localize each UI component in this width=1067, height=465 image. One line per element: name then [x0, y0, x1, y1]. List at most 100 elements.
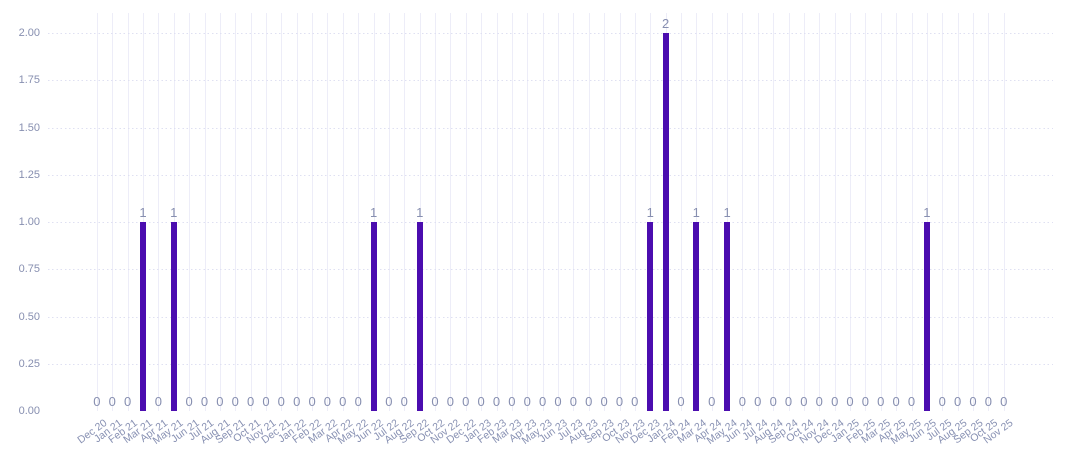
vertical-gridline	[266, 13, 267, 411]
vertical-gridline	[419, 13, 421, 411]
bar[interactable]	[923, 222, 930, 411]
bar-value-label: 1	[139, 205, 147, 220]
y-axis-tick-label: 0.25	[18, 357, 40, 370]
vertical-gridline	[911, 13, 913, 411]
bar[interactable]	[662, 33, 669, 411]
bar-value-label: 0	[185, 394, 193, 409]
bar[interactable]	[140, 222, 146, 411]
vertical-gridline	[281, 13, 283, 411]
bar-value-label: 0	[831, 394, 839, 409]
bar-value-label: 0	[293, 394, 301, 409]
vertical-gridline	[342, 13, 344, 411]
vertical-gridline	[573, 13, 575, 411]
vertical-gridline	[373, 13, 375, 411]
vertical-gridline	[527, 13, 529, 411]
vertical-gridline	[388, 13, 390, 411]
bar-value-label: 0	[938, 394, 946, 409]
bar-value-label: 0	[431, 394, 439, 409]
y-axis-tick-label: 0.50	[18, 310, 40, 323]
bar[interactable]	[170, 222, 177, 411]
bar-value-label: 0	[554, 394, 562, 409]
bar-value-label: 0	[969, 394, 977, 409]
bar-value-label: 0	[846, 394, 854, 409]
bar[interactable]	[724, 222, 731, 411]
bar-value-label: 0	[231, 394, 239, 409]
vertical-gridline	[235, 13, 237, 411]
vertical-gridline	[942, 13, 944, 411]
vertical-gridline	[619, 13, 621, 411]
horizontal-gridline	[48, 316, 1053, 318]
horizontal-gridline	[48, 80, 1053, 82]
bar-value-label: 0	[385, 394, 393, 409]
y-axis-tick-label: 2.00	[18, 27, 40, 39]
vertical-gridline	[681, 13, 682, 411]
bar-value-label: 1	[369, 205, 378, 220]
horizontal-gridline	[48, 363, 1053, 365]
horizontal-gridline	[48, 33, 1053, 34]
horizontal-gridline	[48, 222, 1053, 223]
y-axis-tick-label: 1.75	[18, 74, 40, 87]
vertical-gridline	[189, 13, 191, 411]
bar-value-label: 0	[477, 394, 485, 409]
bar-value-label: 0	[769, 394, 777, 409]
bar-value-label: 0	[492, 394, 501, 409]
vertical-gridline	[865, 13, 867, 411]
vertical-gridline	[696, 13, 698, 411]
vertical-gridline	[496, 13, 498, 411]
bar-value-label: 0	[246, 394, 255, 409]
y-axis-tick-label: 0.00	[18, 405, 40, 417]
vertical-gridline	[312, 13, 314, 411]
bar-value-label: 0	[861, 394, 869, 409]
vertical-gridline	[542, 13, 544, 411]
vertical-gridline	[650, 13, 652, 411]
y-axis-tick-label: 1.50	[18, 121, 40, 134]
bar-value-label: 0	[877, 394, 885, 409]
bar-value-label: 0	[800, 394, 808, 409]
vertical-gridline	[481, 13, 483, 411]
bar-value-label: 0	[323, 394, 331, 409]
bar[interactable]	[416, 222, 423, 411]
vertical-gridline	[173, 13, 175, 411]
bar-value-label: 0	[400, 394, 408, 409]
vertical-gridline	[742, 13, 744, 411]
vertical-gridline	[558, 13, 559, 411]
bar-value-label: 0	[308, 394, 316, 409]
bar-value-label: 1	[723, 205, 731, 220]
bar-value-label: 0	[262, 394, 270, 409]
bar-value-label: 0	[446, 394, 454, 409]
bar[interactable]	[370, 222, 377, 411]
vertical-gridline	[296, 13, 298, 411]
bar[interactable]	[647, 222, 654, 411]
bar-value-label: 0	[708, 394, 716, 409]
bar-value-label: 0	[277, 394, 285, 409]
bar[interactable]	[693, 222, 700, 411]
vertical-gridline	[588, 13, 590, 411]
vertical-gridline	[711, 13, 713, 411]
horizontal-gridline	[48, 174, 1053, 176]
vertical-gridline	[250, 13, 252, 411]
bar-value-label: 0	[523, 394, 531, 409]
y-axis-tick-label: 1.25	[18, 168, 40, 181]
bar-value-label: 0	[339, 394, 347, 409]
vertical-gridline	[204, 13, 206, 411]
vertical-gridline	[880, 13, 882, 411]
vertical-gridline	[143, 13, 144, 411]
bar-value-label: 0	[738, 394, 746, 409]
horizontal-gridline	[48, 269, 1053, 271]
bar-value-label: 0	[93, 394, 101, 409]
vertical-gridline	[727, 13, 729, 411]
vertical-gridline	[604, 13, 606, 411]
y-axis-tick-label: 1.00	[18, 216, 40, 228]
bar-value-label: 1	[416, 205, 424, 220]
bar-value-label: 1	[170, 205, 178, 220]
bar-value-label: 0	[615, 394, 624, 409]
vertical-gridline	[819, 13, 821, 411]
vertical-gridline	[158, 13, 160, 411]
vertical-gridline	[465, 13, 467, 411]
vertical-gridline	[834, 13, 836, 411]
vertical-gridline	[327, 13, 329, 411]
bar-value-label: 0	[462, 394, 470, 409]
vertical-gridline	[988, 13, 990, 411]
bar-value-label: 0	[508, 394, 516, 409]
